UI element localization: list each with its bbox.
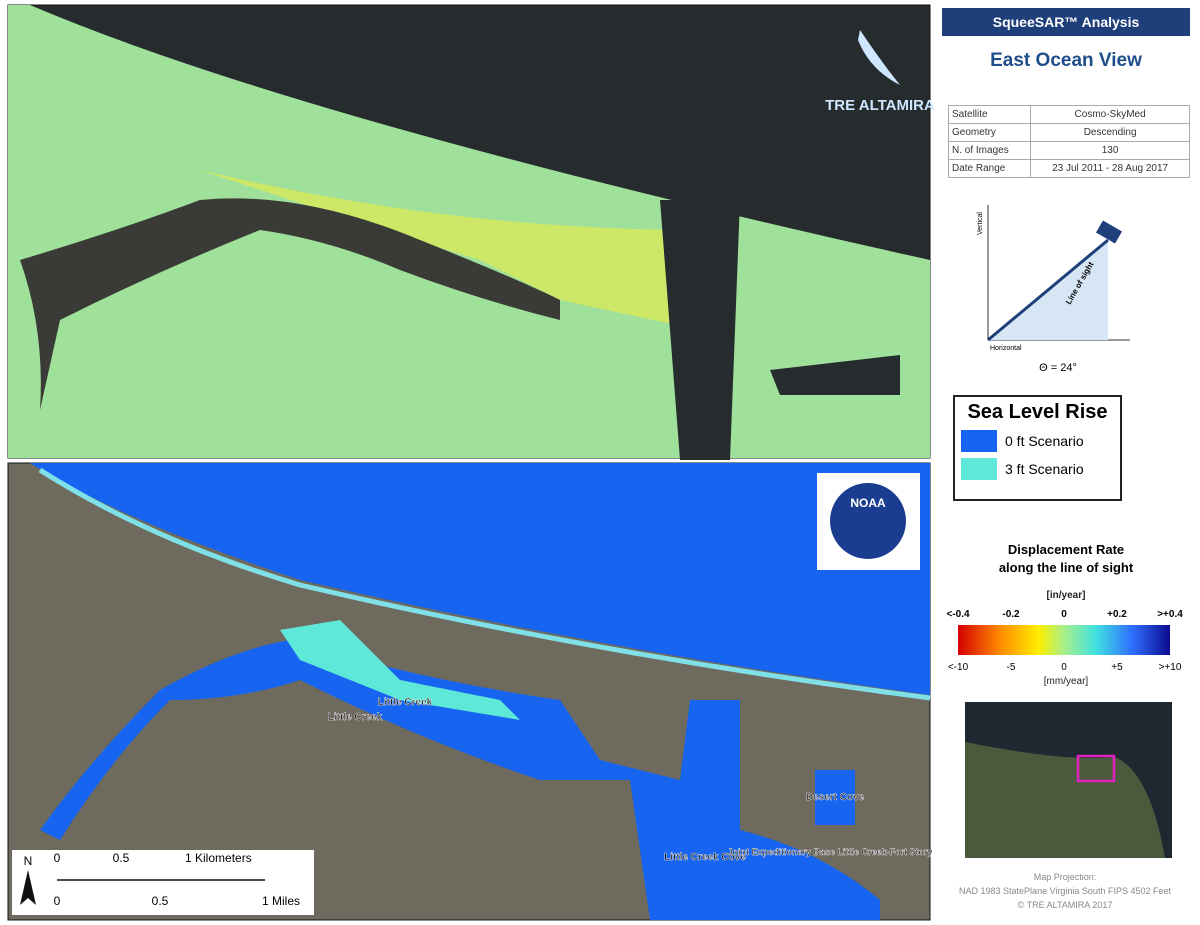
scale-box bbox=[12, 850, 314, 915]
cell: 130 bbox=[1030, 141, 1190, 160]
site-title: East Ocean View bbox=[990, 50, 1142, 71]
north-label: N bbox=[24, 854, 33, 868]
logo-icon bbox=[830, 483, 906, 559]
shoreline bbox=[38, 467, 931, 701]
cell: Geometry bbox=[947, 123, 1032, 142]
flood-3ft bbox=[280, 620, 520, 720]
maps: TRE ALTAMIRA NOAA Little Creek Little Cr… bbox=[7, 4, 935, 921]
colorbar: <-0.4 -0.2 0 +0.2 >+0.4 <-10 -5 0 +5 >+10 bbox=[946, 609, 1183, 673]
legend-item: 3 ft Scenario bbox=[961, 458, 1120, 480]
logo-icon bbox=[858, 30, 900, 85]
scale-labels: 0 0.5 1 Kilometers 0 0.5 1 Miles bbox=[54, 851, 300, 908]
map-label: Desert Cove bbox=[806, 792, 865, 803]
ocean bbox=[30, 463, 930, 695]
colorbar-tick: +5 bbox=[1111, 662, 1123, 673]
bottom-map: NOAA Little Creek Little Creek Little Cr… bbox=[7, 462, 933, 921]
axis-label: Vertical bbox=[977, 212, 984, 235]
unit-label: [in/year] bbox=[1046, 590, 1086, 601]
colorbar-tick: -5 bbox=[1007, 662, 1016, 673]
footer-text: NAD 1983 StatePlane Virginia South FIPS … bbox=[959, 886, 1171, 896]
flooded-creek bbox=[40, 640, 880, 920]
km-tick: 0.5 bbox=[113, 851, 130, 865]
legend-item: 0 ft Scenario bbox=[961, 430, 1120, 452]
cell: Date Range bbox=[947, 159, 1032, 178]
cell: Cosmo-SkyMed bbox=[1030, 105, 1190, 124]
map-label: Little Creek bbox=[328, 712, 383, 723]
inset-extent bbox=[1076, 754, 1116, 783]
satellite bbox=[1095, 220, 1123, 244]
logo-text: TRE ALTAMIRA bbox=[825, 97, 935, 114]
info-table: Satellite Cosmo-SkyMed Geometry Descending… bbox=[947, 105, 1190, 178]
cell: Descending bbox=[1030, 123, 1190, 142]
swatch bbox=[961, 430, 997, 452]
mi-tick: 0 bbox=[54, 894, 61, 908]
swatch bbox=[961, 458, 997, 480]
inlet bbox=[660, 200, 740, 460]
colorbar-tick: 0 bbox=[1061, 609, 1067, 620]
mi-tick: 1 Miles bbox=[262, 894, 300, 908]
mi-tick: 0.5 bbox=[152, 894, 169, 908]
angle-label: Θ = 24° bbox=[1039, 362, 1077, 374]
basin bbox=[770, 355, 900, 395]
legend-label: 0 ft Scenario bbox=[1005, 433, 1084, 449]
km-tick: 0 bbox=[54, 851, 61, 865]
map-label: Joint Expeditionary Base Little Creek-Fo… bbox=[727, 847, 932, 857]
colorbar-ramp bbox=[958, 625, 1170, 655]
map-label: Little Creek Cove bbox=[664, 852, 746, 863]
footer-text: Map Projection: bbox=[1033, 872, 1097, 882]
colorbar-ticks: <-0.4 -0.2 0 +0.2 >+0.4 <-10 -5 0 +5 >+10 bbox=[946, 609, 1183, 673]
sight-line bbox=[987, 238, 1109, 342]
colorbar-tick: >+0.4 bbox=[1157, 609, 1183, 620]
creek bbox=[20, 198, 560, 410]
map-labels: Little Creek Little Creek Little Creek C… bbox=[328, 697, 933, 863]
unit-label: [mm/year] bbox=[1043, 676, 1089, 687]
north-arrow bbox=[20, 870, 36, 905]
colorbar-tick: +0.2 bbox=[1107, 609, 1127, 620]
flooded-cove bbox=[815, 770, 855, 825]
km-tick: 1 Kilometers bbox=[185, 851, 252, 865]
cell: N. of Images bbox=[947, 141, 1032, 160]
axis-label: Horizontal bbox=[990, 345, 1022, 352]
inset-map bbox=[965, 702, 1172, 858]
colorbar-tick: 0 bbox=[1061, 662, 1067, 673]
logo-text: NOAA bbox=[850, 496, 886, 510]
footer-text: © TRE ALTAMIRA 2017 bbox=[1017, 900, 1113, 910]
colorbar-tick: -0.2 bbox=[1002, 609, 1020, 620]
map-label: Little Creek bbox=[378, 697, 433, 708]
geometry-diagram: Vertical Horizontal Line of sight Θ = 24… bbox=[977, 205, 1130, 374]
legend-title: Displacement Rate bbox=[1007, 542, 1125, 557]
cell: 23 Jul 2011 - 28 Aug 2017 bbox=[1030, 159, 1190, 178]
legend-label: 3 ft Scenario bbox=[1005, 461, 1084, 477]
panel-header: SqueeSAR™ Analysis bbox=[942, 8, 1190, 36]
colorbar-tick: >+10 bbox=[1159, 662, 1182, 673]
cell: Satellite bbox=[947, 105, 1032, 124]
legend-title: along the line of sight bbox=[998, 560, 1134, 575]
top-map: TRE ALTAMIRA bbox=[7, 4, 935, 460]
colorbar-tick: <-0.4 bbox=[946, 609, 970, 620]
colorbar-tick: <-10 bbox=[948, 662, 969, 673]
sea-level-legend: Sea Level Rise 0 ft Scenario 3 ft Scenar… bbox=[953, 395, 1122, 501]
legend-title: Sea Level Rise bbox=[967, 401, 1108, 423]
